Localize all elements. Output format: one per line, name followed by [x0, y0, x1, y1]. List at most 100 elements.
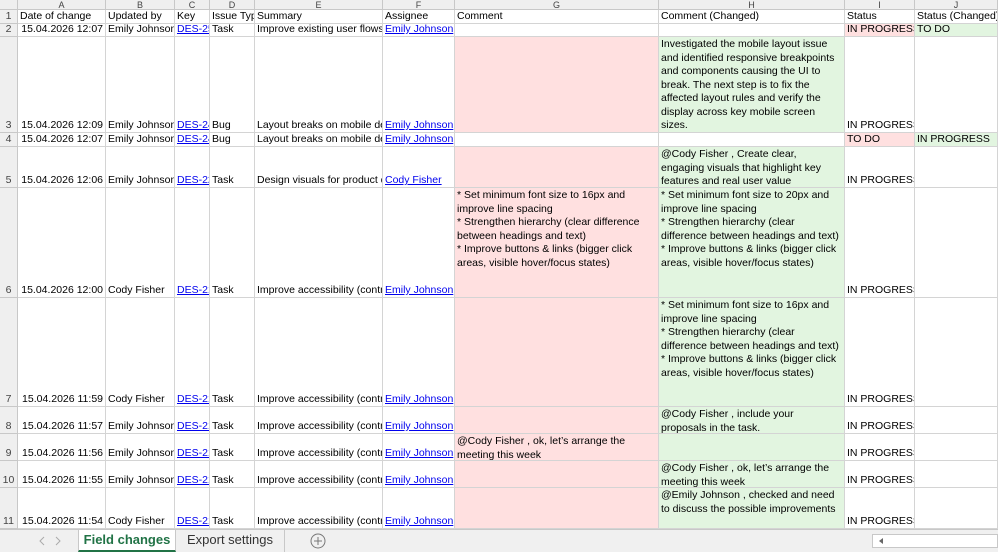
summary-cell: Improve accessibility (contrast — [255, 488, 383, 529]
updated-by-cell: Emily Johnson — [106, 133, 175, 147]
comment-cell — [455, 298, 659, 407]
row-number: 2 — [0, 24, 18, 37]
key-cell-link[interactable]: DES-21 — [177, 284, 209, 296]
key-cell-link[interactable]: DES-21 — [177, 393, 209, 405]
date-cell: 15.04.2026 11:56 — [18, 434, 106, 461]
key-cell: DES-21 — [175, 461, 210, 488]
assignee-cell: Cody Fisher — [383, 147, 455, 188]
key-cell-link[interactable]: DES-21 — [177, 474, 209, 486]
comment-changed-cell: * Set minimum font size to 20px and impr… — [659, 188, 845, 298]
status-changed-cell — [915, 434, 998, 461]
assignee-cell: Emily Johnson — [383, 298, 455, 407]
assignee-cell-link[interactable]: Emily Johnson — [385, 24, 454, 35]
date-cell: 15.04.2026 12:07 — [18, 133, 106, 147]
assignee-cell-link[interactable]: Emily Johnson — [385, 420, 454, 432]
assignee-cell-link[interactable]: Emily Johnson — [385, 447, 454, 459]
updated-by-cell: Emily Johnson — [106, 37, 175, 133]
key-cell: DES-25 — [175, 24, 210, 37]
summary-cell: Layout breaks on mobile devic — [255, 133, 383, 147]
assignee-cell-link[interactable]: Emily Johnson — [385, 515, 454, 527]
corner-header — [0, 0, 18, 10]
date-cell: 15.04.2026 11:55 — [18, 461, 106, 488]
header-cell: Summary — [255, 10, 383, 24]
assignee-cell-link[interactable]: Emily Johnson — [385, 474, 454, 486]
column-letter: D — [210, 0, 255, 10]
header-cell: Comment (Changed) — [659, 10, 845, 24]
row-number: 8 — [0, 407, 18, 434]
summary-cell: Improve accessibility (contrast — [255, 188, 383, 298]
status-cell: IN PROGRESS — [845, 461, 915, 488]
summary-cell: Improve accessibility (contrast — [255, 434, 383, 461]
comment-changed-cell: @Cody Fisher , Create clear, engaging vi… — [659, 147, 845, 188]
header-cell: Status — [845, 10, 915, 24]
key-cell: DES-21 — [175, 188, 210, 298]
column-letter: H — [659, 0, 845, 10]
status-changed-cell: TO DO — [915, 24, 998, 37]
key-cell: DES-24 — [175, 37, 210, 133]
issue-type-cell: Task — [210, 488, 255, 529]
add-sheet-button[interactable] — [308, 530, 328, 552]
comment-cell — [455, 488, 659, 529]
key-cell: DES-21 — [175, 407, 210, 434]
comment-changed-cell: Investigated the mobile layout issue and… — [659, 37, 845, 133]
comment-changed-cell — [659, 24, 845, 37]
column-letter: A — [18, 0, 106, 10]
sheet-tabs-bar: Field changes Export settings — [0, 529, 998, 552]
comment-cell: @Cody Fisher , ok, let’s arrange the mee… — [455, 434, 659, 461]
assignee-cell-link[interactable]: Emily Johnson — [385, 133, 454, 145]
header-cell: Assignee — [383, 10, 455, 24]
key-cell-link[interactable]: DES-24 — [177, 119, 209, 131]
column-letter: C — [175, 0, 210, 10]
summary-cell: Improve accessibility (contrast — [255, 407, 383, 434]
sheet-tab-active[interactable]: Field changes — [78, 530, 176, 552]
comment-changed-cell: @Cody Fisher , include your proposals in… — [659, 407, 845, 434]
assignee-cell-link[interactable]: Cody Fisher — [385, 174, 442, 186]
comment-cell: * Set minimum font size to 16px and impr… — [455, 188, 659, 298]
row-number: 3 — [0, 37, 18, 133]
date-cell: 15.04.2026 12:09 — [18, 37, 106, 133]
header-cell: Comment — [455, 10, 659, 24]
key-cell-link[interactable]: DES-25 — [177, 24, 209, 35]
key-cell-link[interactable]: DES-24 — [177, 133, 209, 145]
date-cell: 15.04.2026 11:57 — [18, 407, 106, 434]
assignee-cell-link[interactable]: Emily Johnson — [385, 284, 454, 296]
date-cell: 15.04.2026 12:00 — [18, 188, 106, 298]
row-number: 5 — [0, 147, 18, 188]
horizontal-scrollbar[interactable] — [872, 534, 998, 548]
summary-cell: Layout breaks on mobile devic — [255, 37, 383, 133]
row-number: 1 — [0, 10, 18, 24]
sheet-grid: A B C D E F G H I J 1 2 3 4 5 6 7 8 9 10 11 Date of change Upd… — [0, 0, 998, 529]
key-cell-link[interactable]: DES-22 — [177, 174, 209, 186]
issue-type-cell: Task — [210, 461, 255, 488]
status-changed-cell — [915, 407, 998, 434]
comment-cell — [455, 37, 659, 133]
header-cell: Key — [175, 10, 210, 24]
assignee-cell-link[interactable]: Emily Johnson — [385, 393, 454, 405]
key-cell: DES-24 — [175, 133, 210, 147]
key-cell-link[interactable]: DES-21 — [177, 420, 209, 432]
tab-scroll-arrows[interactable] — [0, 530, 70, 552]
assignee-cell: Emily Johnson — [383, 133, 455, 147]
assignee-cell-link[interactable]: Emily Johnson — [385, 119, 454, 131]
status-changed-cell — [915, 461, 998, 488]
status-changed-cell — [915, 37, 998, 133]
issue-type-cell: Task — [210, 147, 255, 188]
date-cell: 15.04.2026 12:06 — [18, 147, 106, 188]
assignee-cell: Emily Johnson — [383, 188, 455, 298]
row-number: 4 — [0, 133, 18, 147]
key-cell-link[interactable]: DES-21 — [177, 515, 209, 527]
comment-cell — [455, 133, 659, 147]
row-number: 9 — [0, 434, 18, 461]
status-cell: IN PROGRESS — [845, 407, 915, 434]
updated-by-cell: Emily Johnson — [106, 434, 175, 461]
sheet-tab[interactable]: Export settings — [176, 530, 285, 552]
comment-cell — [455, 461, 659, 488]
updated-by-cell: Emily Johnson — [106, 407, 175, 434]
scroll-left[interactable] — [875, 535, 887, 547]
column-letter: I — [845, 0, 915, 10]
column-letter: G — [455, 0, 659, 10]
key-cell-link[interactable]: DES-21 — [177, 447, 209, 459]
status-cell: IN PROGRESS — [845, 24, 915, 37]
issue-type-cell: Task — [210, 24, 255, 37]
comment-changed-cell: @Emily Johnson , checked and need to dis… — [659, 488, 845, 529]
